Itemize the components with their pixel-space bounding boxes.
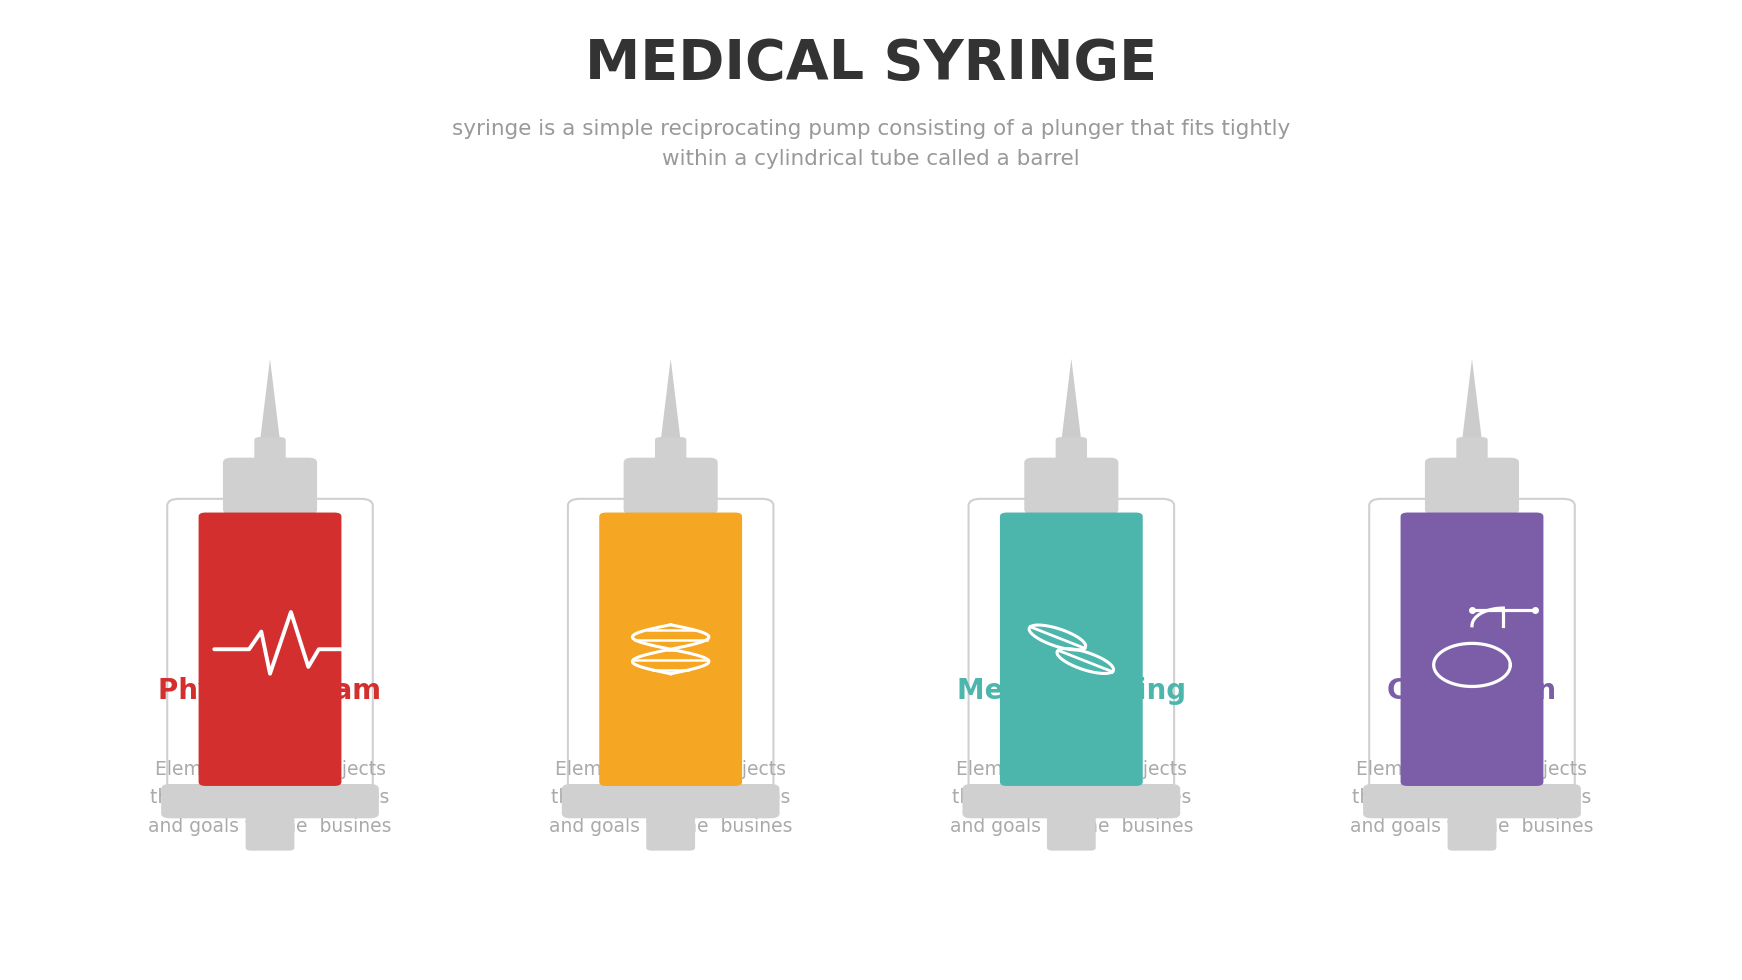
Text: Elements in the subjects
that have some purposes
and goals for the  busines: Elements in the subjects that have some … bbox=[949, 760, 1193, 836]
Text: Elements in the subjects
that have some purposes
and goals for the  busines: Elements in the subjects that have some … bbox=[549, 760, 793, 836]
FancyBboxPatch shape bbox=[962, 784, 1181, 818]
FancyBboxPatch shape bbox=[167, 499, 373, 800]
Polygon shape bbox=[1061, 359, 1082, 445]
Text: Elements in the subjects
that have some purposes
and goals for the  busines: Elements in the subjects that have some … bbox=[1350, 760, 1594, 836]
FancyBboxPatch shape bbox=[1000, 513, 1143, 786]
FancyBboxPatch shape bbox=[599, 513, 742, 786]
FancyBboxPatch shape bbox=[1401, 513, 1543, 786]
FancyBboxPatch shape bbox=[160, 784, 380, 818]
Text: Medic Imaging: Medic Imaging bbox=[956, 677, 1186, 705]
FancyBboxPatch shape bbox=[561, 784, 779, 818]
Text: Conclusion: Conclusion bbox=[1387, 677, 1557, 705]
Text: MEDICAL SYRINGE: MEDICAL SYRINGE bbox=[585, 36, 1157, 91]
Text: Physical Exam: Physical Exam bbox=[159, 677, 381, 705]
FancyBboxPatch shape bbox=[568, 499, 773, 800]
FancyBboxPatch shape bbox=[646, 806, 695, 851]
FancyBboxPatch shape bbox=[223, 458, 317, 514]
FancyBboxPatch shape bbox=[1369, 499, 1575, 800]
FancyBboxPatch shape bbox=[1047, 806, 1096, 851]
Text: Elements in the subjects
that have some purposes
and goals for the  busines: Elements in the subjects that have some … bbox=[148, 760, 392, 836]
FancyBboxPatch shape bbox=[1362, 784, 1582, 818]
FancyBboxPatch shape bbox=[655, 437, 686, 465]
Polygon shape bbox=[1462, 359, 1482, 445]
FancyBboxPatch shape bbox=[1024, 458, 1118, 514]
FancyBboxPatch shape bbox=[1456, 437, 1488, 465]
FancyBboxPatch shape bbox=[1448, 806, 1496, 851]
Text: syringe is a simple reciprocating pump consisting of a plunger that fits tightly: syringe is a simple reciprocating pump c… bbox=[451, 120, 1291, 139]
FancyBboxPatch shape bbox=[1425, 458, 1519, 514]
FancyBboxPatch shape bbox=[969, 499, 1174, 800]
FancyBboxPatch shape bbox=[254, 437, 286, 465]
Text: within a cylindrical tube called a barrel: within a cylindrical tube called a barre… bbox=[662, 149, 1080, 169]
FancyBboxPatch shape bbox=[199, 513, 341, 786]
FancyBboxPatch shape bbox=[624, 458, 718, 514]
Polygon shape bbox=[260, 359, 280, 445]
FancyBboxPatch shape bbox=[246, 806, 294, 851]
Polygon shape bbox=[660, 359, 681, 445]
Text: Lab Test: Lab Test bbox=[606, 677, 735, 705]
FancyBboxPatch shape bbox=[1056, 437, 1087, 465]
